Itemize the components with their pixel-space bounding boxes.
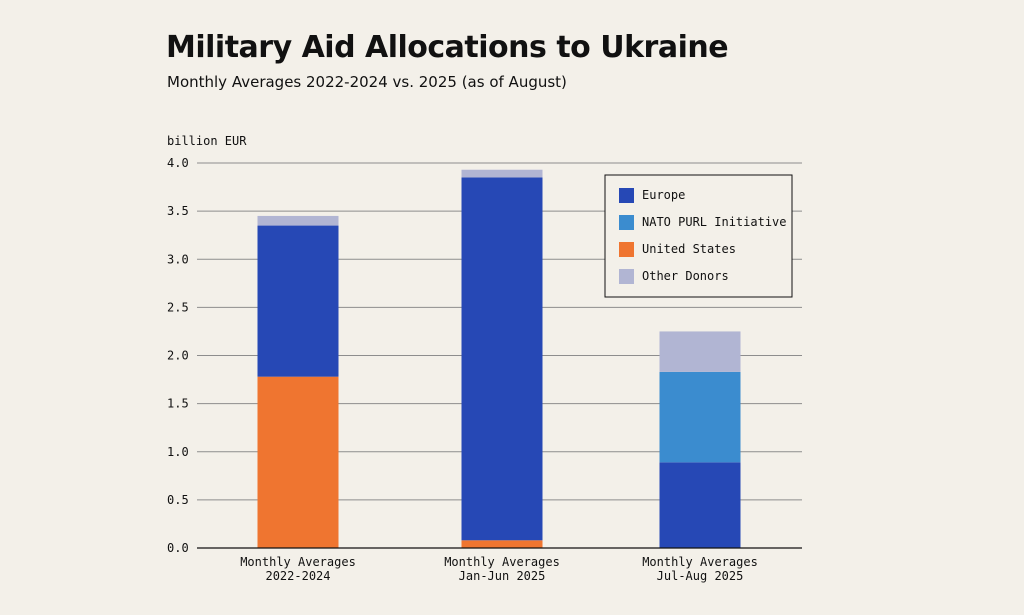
y-tick-label: 1.5 bbox=[167, 397, 189, 411]
x-tick-label: Jan-Jun 2025 bbox=[459, 569, 546, 583]
y-tick-label: 3.0 bbox=[167, 252, 189, 266]
x-tick-label: Monthly Averages bbox=[642, 555, 758, 569]
legend-swatch bbox=[619, 215, 634, 230]
bar-segment-europe bbox=[659, 462, 741, 548]
axes: billion EUR 0.0 0.5 1.0 1.5 2.0 2.5 3.0 3.5 4.0 Mo… bbox=[167, 134, 802, 583]
x-tick-label: Monthly Averages bbox=[240, 555, 356, 569]
legend-swatch bbox=[619, 269, 634, 284]
y-tick-label: 0.5 bbox=[167, 493, 189, 507]
y-tick-label: 4.0 bbox=[167, 156, 189, 170]
bar-segment-other-donors bbox=[659, 331, 741, 372]
bar-segment-europe bbox=[257, 225, 339, 377]
legend-swatch bbox=[619, 242, 634, 257]
x-tick-label: Jul-Aug 2025 bbox=[657, 569, 744, 583]
y-tick-label: 2.0 bbox=[167, 349, 189, 363]
chart-title: Military Aid Allocations to Ukraine bbox=[166, 30, 729, 65]
legend-label: Other Donors bbox=[642, 269, 729, 283]
bar-segment-other-donors bbox=[257, 215, 339, 226]
y-tick-label: 1.0 bbox=[167, 445, 189, 459]
x-tick-label: 2022-2024 bbox=[265, 569, 330, 583]
y-tick-label: 3.5 bbox=[167, 204, 189, 218]
bar-segment-united-states bbox=[461, 540, 543, 548]
y-tick-label: 2.5 bbox=[167, 300, 189, 314]
legend-swatch bbox=[619, 188, 634, 203]
legend-box bbox=[604, 174, 793, 298]
y-tick-label: 0.0 bbox=[167, 541, 189, 555]
bar-segment-nato-purl-initiative bbox=[659, 371, 741, 463]
bar-segment-other-donors bbox=[461, 169, 543, 178]
x-tick-label: Monthly Averages bbox=[444, 555, 560, 569]
bar-segment-europe bbox=[461, 177, 543, 541]
bars bbox=[257, 169, 741, 548]
chart-subtitle: Monthly Averages 2022-2024 vs. 2025 (as … bbox=[167, 73, 567, 91]
legend: Europe NATO PURL Initiative United States O… bbox=[604, 174, 793, 298]
bar-segment-united-states bbox=[257, 376, 339, 548]
y-axis-label: billion EUR bbox=[167, 134, 247, 148]
legend-label: NATO PURL Initiative bbox=[642, 215, 787, 229]
legend-label: United States bbox=[642, 242, 736, 256]
legend-label: Europe bbox=[642, 188, 685, 202]
